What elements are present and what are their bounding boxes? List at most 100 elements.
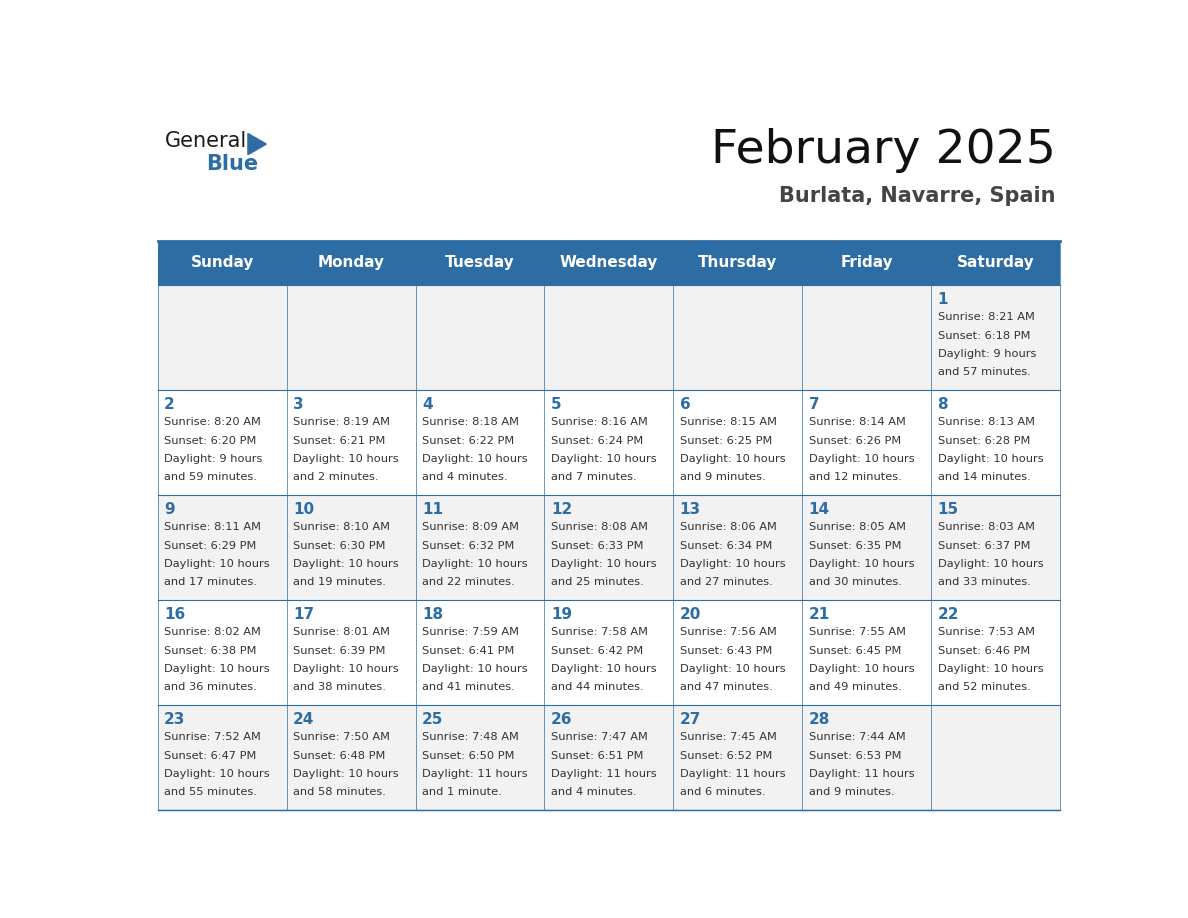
Text: 1: 1 <box>937 292 948 308</box>
Text: Sunset: 6:28 PM: Sunset: 6:28 PM <box>937 436 1030 446</box>
Text: 12: 12 <box>551 502 573 517</box>
Text: Sunrise: 8:13 AM: Sunrise: 8:13 AM <box>937 418 1035 428</box>
Text: Daylight: 10 hours: Daylight: 10 hours <box>293 665 399 674</box>
Text: and 4 minutes.: and 4 minutes. <box>422 472 507 482</box>
Text: 20: 20 <box>680 607 701 622</box>
Text: Sunset: 6:32 PM: Sunset: 6:32 PM <box>422 541 514 551</box>
Text: Monday: Monday <box>317 255 385 270</box>
Text: 2: 2 <box>164 397 175 412</box>
Text: Sunrise: 8:18 AM: Sunrise: 8:18 AM <box>422 418 519 428</box>
Text: Friday: Friday <box>840 255 893 270</box>
Text: and 36 minutes.: and 36 minutes. <box>164 682 257 691</box>
Text: and 30 minutes.: and 30 minutes. <box>809 577 902 587</box>
Text: Sunrise: 7:45 AM: Sunrise: 7:45 AM <box>680 733 777 743</box>
Text: Daylight: 10 hours: Daylight: 10 hours <box>164 769 270 779</box>
Text: Sunrise: 7:59 AM: Sunrise: 7:59 AM <box>422 627 519 637</box>
Text: Daylight: 10 hours: Daylight: 10 hours <box>680 454 785 465</box>
Text: and 14 minutes.: and 14 minutes. <box>937 472 1030 482</box>
Text: Sunset: 6:43 PM: Sunset: 6:43 PM <box>680 646 772 655</box>
Text: and 1 minute.: and 1 minute. <box>422 787 501 797</box>
Text: 11: 11 <box>422 502 443 517</box>
Text: Sunrise: 7:53 AM: Sunrise: 7:53 AM <box>937 627 1035 637</box>
Text: Daylight: 11 hours: Daylight: 11 hours <box>551 769 657 779</box>
Text: Daylight: 10 hours: Daylight: 10 hours <box>164 665 270 674</box>
Text: Sunset: 6:34 PM: Sunset: 6:34 PM <box>680 541 772 551</box>
Text: 21: 21 <box>809 607 830 622</box>
Text: and 27 minutes.: and 27 minutes. <box>680 577 772 587</box>
Text: Daylight: 10 hours: Daylight: 10 hours <box>809 665 915 674</box>
Text: Daylight: 10 hours: Daylight: 10 hours <box>551 454 657 465</box>
Text: 7: 7 <box>809 397 820 412</box>
Text: Daylight: 10 hours: Daylight: 10 hours <box>937 559 1043 569</box>
Text: Sunrise: 7:47 AM: Sunrise: 7:47 AM <box>551 733 647 743</box>
Text: Daylight: 10 hours: Daylight: 10 hours <box>293 559 399 569</box>
Text: Daylight: 10 hours: Daylight: 10 hours <box>422 665 527 674</box>
Text: Sunset: 6:26 PM: Sunset: 6:26 PM <box>809 436 901 446</box>
Text: and 38 minutes.: and 38 minutes. <box>293 682 386 691</box>
Text: Sunset: 6:33 PM: Sunset: 6:33 PM <box>551 541 644 551</box>
Text: Daylight: 10 hours: Daylight: 10 hours <box>680 665 785 674</box>
Text: 24: 24 <box>293 712 315 727</box>
Text: Sunrise: 8:01 AM: Sunrise: 8:01 AM <box>293 627 390 637</box>
Text: 6: 6 <box>680 397 690 412</box>
Bar <box>158 241 1060 285</box>
Text: Daylight: 10 hours: Daylight: 10 hours <box>680 559 785 569</box>
Text: 9: 9 <box>164 502 175 517</box>
Text: and 9 minutes.: and 9 minutes. <box>809 787 895 797</box>
Text: 5: 5 <box>551 397 562 412</box>
Text: 26: 26 <box>551 712 573 727</box>
Text: Sunset: 6:18 PM: Sunset: 6:18 PM <box>937 330 1030 341</box>
Text: and 22 minutes.: and 22 minutes. <box>422 577 514 587</box>
Text: and 9 minutes.: and 9 minutes. <box>680 472 765 482</box>
Bar <box>158 285 1060 390</box>
Text: and 52 minutes.: and 52 minutes. <box>937 682 1030 691</box>
Text: Saturday: Saturday <box>956 255 1035 270</box>
Text: Sunrise: 8:21 AM: Sunrise: 8:21 AM <box>937 312 1035 322</box>
Text: Sunrise: 8:20 AM: Sunrise: 8:20 AM <box>164 418 261 428</box>
Text: and 33 minutes.: and 33 minutes. <box>937 577 1030 587</box>
Text: Daylight: 10 hours: Daylight: 10 hours <box>551 665 657 674</box>
Text: Daylight: 11 hours: Daylight: 11 hours <box>422 769 527 779</box>
Text: Sunrise: 8:16 AM: Sunrise: 8:16 AM <box>551 418 647 428</box>
Text: Sunset: 6:21 PM: Sunset: 6:21 PM <box>293 436 385 446</box>
Text: Sunrise: 8:06 AM: Sunrise: 8:06 AM <box>680 522 777 532</box>
Bar <box>158 705 1060 810</box>
Text: Sunset: 6:22 PM: Sunset: 6:22 PM <box>422 436 514 446</box>
Text: and 55 minutes.: and 55 minutes. <box>164 787 257 797</box>
Text: Daylight: 11 hours: Daylight: 11 hours <box>809 769 915 779</box>
Text: 15: 15 <box>937 502 959 517</box>
Text: Sunrise: 8:09 AM: Sunrise: 8:09 AM <box>422 522 519 532</box>
Text: 8: 8 <box>937 397 948 412</box>
Text: Sunset: 6:52 PM: Sunset: 6:52 PM <box>680 751 772 761</box>
Text: Sunday: Sunday <box>190 255 254 270</box>
Text: Daylight: 10 hours: Daylight: 10 hours <box>422 559 527 569</box>
Text: and 44 minutes.: and 44 minutes. <box>551 682 644 691</box>
Text: Daylight: 10 hours: Daylight: 10 hours <box>164 559 270 569</box>
Text: and 7 minutes.: and 7 minutes. <box>551 472 637 482</box>
Text: and 47 minutes.: and 47 minutes. <box>680 682 772 691</box>
Text: 19: 19 <box>551 607 571 622</box>
Text: Sunrise: 7:44 AM: Sunrise: 7:44 AM <box>809 733 905 743</box>
Text: and 19 minutes.: and 19 minutes. <box>293 577 386 587</box>
Text: 16: 16 <box>164 607 185 622</box>
Text: Sunrise: 8:15 AM: Sunrise: 8:15 AM <box>680 418 777 428</box>
Text: Sunset: 6:53 PM: Sunset: 6:53 PM <box>809 751 902 761</box>
Text: Sunset: 6:41 PM: Sunset: 6:41 PM <box>422 646 514 655</box>
Text: Sunset: 6:47 PM: Sunset: 6:47 PM <box>164 751 257 761</box>
Text: Sunrise: 8:19 AM: Sunrise: 8:19 AM <box>293 418 390 428</box>
Text: Sunrise: 8:05 AM: Sunrise: 8:05 AM <box>809 522 905 532</box>
Text: Sunrise: 8:14 AM: Sunrise: 8:14 AM <box>809 418 905 428</box>
Text: 22: 22 <box>937 607 959 622</box>
Text: and 6 minutes.: and 6 minutes. <box>680 787 765 797</box>
Text: Sunrise: 7:55 AM: Sunrise: 7:55 AM <box>809 627 905 637</box>
Text: Sunrise: 7:52 AM: Sunrise: 7:52 AM <box>164 733 261 743</box>
Text: 25: 25 <box>422 712 443 727</box>
Text: 14: 14 <box>809 502 829 517</box>
Text: 3: 3 <box>293 397 304 412</box>
Text: Tuesday: Tuesday <box>446 255 514 270</box>
Text: Burlata, Navarre, Spain: Burlata, Navarre, Spain <box>779 185 1055 206</box>
Text: and 57 minutes.: and 57 minutes. <box>937 366 1030 376</box>
Text: and 12 minutes.: and 12 minutes. <box>809 472 902 482</box>
Bar <box>158 390 1060 495</box>
Text: Sunrise: 7:50 AM: Sunrise: 7:50 AM <box>293 733 390 743</box>
